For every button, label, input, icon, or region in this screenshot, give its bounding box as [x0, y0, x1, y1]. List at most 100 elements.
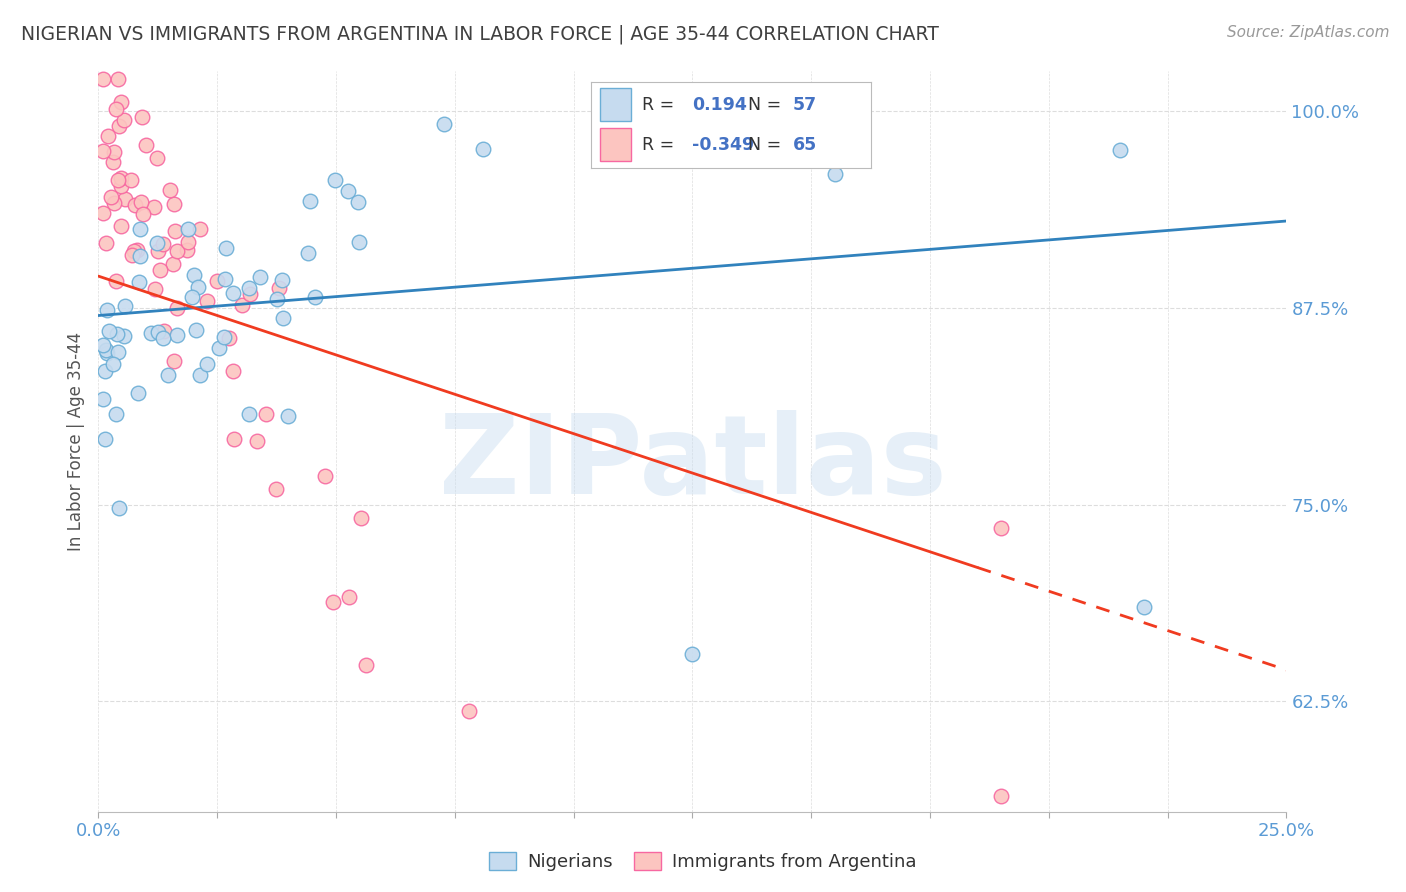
Point: [93, 433, 115, 447]
Y-axis label: In Labor Force | Age 35-44: In Labor Force | Age 35-44: [66, 332, 84, 551]
Point: [124, 198, 146, 212]
Point: [195, 294, 218, 309]
Point: [94, 235, 117, 250]
Point: [166, 301, 188, 316]
Point: [187, 280, 209, 294]
Point: [222, 432, 245, 446]
Point: [114, 192, 136, 206]
Point: [107, 172, 129, 186]
Point: [990, 789, 1012, 803]
Text: ZIPatlas: ZIPatlas: [439, 410, 946, 517]
Point: [347, 195, 370, 210]
Point: [146, 235, 169, 250]
Point: [349, 511, 371, 525]
Point: [127, 386, 149, 401]
Point: [165, 224, 187, 238]
Point: [103, 196, 125, 211]
Point: [681, 647, 703, 661]
Point: [97, 129, 120, 144]
Point: [472, 142, 495, 156]
Point: [181, 290, 204, 304]
Point: [298, 194, 321, 208]
Point: [129, 194, 152, 209]
Point: [152, 330, 174, 344]
Point: [152, 236, 174, 251]
Point: [96, 302, 118, 317]
Point: [103, 145, 125, 159]
Point: [277, 409, 299, 423]
Point: [246, 434, 269, 448]
Point: [231, 298, 253, 312]
Point: [143, 200, 166, 214]
Point: [129, 221, 152, 235]
Point: [1109, 143, 1132, 157]
Point: [176, 243, 198, 257]
Point: [347, 235, 370, 250]
Point: [336, 184, 359, 198]
Point: [990, 521, 1012, 535]
Point: [304, 290, 326, 304]
Point: [214, 272, 236, 286]
Point: [221, 286, 243, 301]
Point: [337, 590, 360, 604]
Point: [91, 206, 114, 220]
Point: [91, 392, 114, 406]
Point: [91, 72, 114, 87]
Point: [162, 257, 184, 271]
Point: [122, 244, 145, 258]
Point: [112, 112, 135, 127]
Point: [271, 273, 294, 287]
Point: [112, 328, 135, 343]
Point: [271, 311, 294, 326]
Point: [105, 103, 128, 117]
Point: [205, 274, 228, 288]
Point: [322, 595, 344, 609]
Point: [110, 179, 132, 194]
Point: [91, 145, 114, 159]
Point: [212, 330, 235, 344]
Point: [186, 322, 208, 336]
Point: [239, 286, 262, 301]
Point: [188, 221, 211, 235]
Point: [105, 274, 128, 288]
Point: [314, 469, 336, 483]
Point: [163, 197, 186, 211]
Point: [254, 407, 277, 421]
Point: [177, 235, 200, 250]
Point: [267, 281, 290, 295]
Point: [121, 247, 143, 261]
Point: [221, 364, 243, 378]
Point: [108, 119, 131, 133]
Point: [249, 269, 271, 284]
Point: [125, 243, 148, 257]
Point: [103, 358, 125, 372]
Point: [110, 95, 132, 110]
Point: [139, 326, 162, 340]
Point: [128, 249, 150, 263]
Point: [1133, 599, 1156, 614]
Point: [94, 364, 117, 378]
Point: [195, 357, 218, 371]
Point: [97, 324, 120, 338]
Point: [238, 281, 260, 295]
Point: [101, 155, 124, 169]
Point: [433, 117, 456, 131]
Point: [96, 346, 118, 360]
Point: [132, 207, 155, 221]
Point: [143, 282, 166, 296]
Point: [145, 151, 167, 165]
Point: [215, 241, 238, 255]
Point: [105, 327, 128, 342]
Point: [264, 483, 287, 497]
Point: [135, 138, 157, 153]
Point: [153, 324, 176, 338]
Point: [354, 657, 377, 672]
Point: [163, 354, 186, 368]
Point: [166, 244, 188, 258]
Point: [91, 338, 114, 352]
Point: [208, 341, 231, 355]
Point: [148, 325, 170, 339]
Point: [107, 345, 129, 359]
Point: [457, 705, 479, 719]
Point: [146, 244, 169, 258]
